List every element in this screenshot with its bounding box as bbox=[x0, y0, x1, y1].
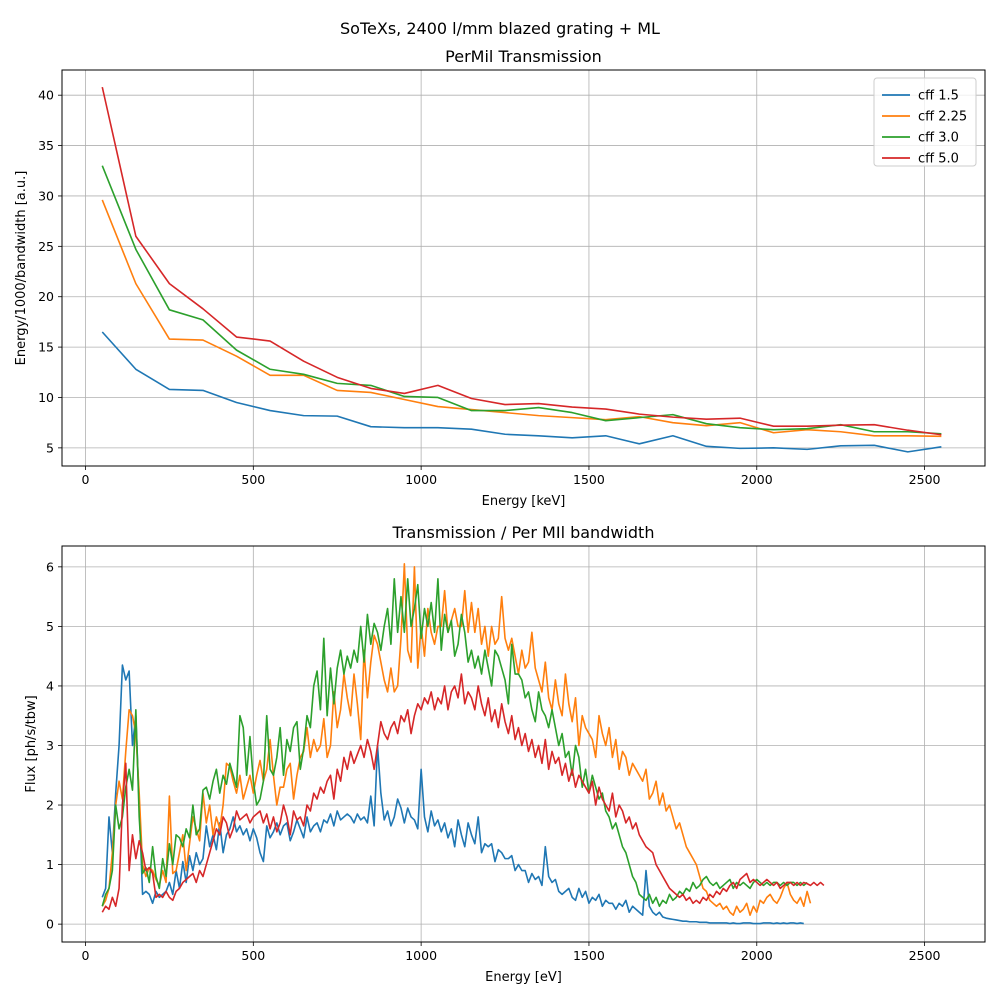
x-tick-label: 500 bbox=[241, 472, 265, 487]
x-tick-label: 0 bbox=[82, 948, 90, 963]
x-tick-label: 1000 bbox=[405, 948, 437, 963]
top-axes: 0 500 1000 1500 2000 2500 5 10 15 20 25 30 35 40 PerMi… bbox=[14, 47, 986, 509]
series-line-cff-3-0 bbox=[101, 577, 808, 908]
series-line-cff-1-5 bbox=[101, 331, 942, 453]
x-tick-label: 500 bbox=[241, 948, 265, 963]
series-line-cff-5-0 bbox=[101, 673, 825, 913]
legend-label: cff 2.25 bbox=[918, 110, 967, 125]
x-tick-label: 0 bbox=[82, 472, 90, 487]
legend: cff 1.5 cff 2.25 cff 3.0 cff 5.0 bbox=[873, 77, 977, 167]
series-line-cff-5-0 bbox=[101, 86, 942, 436]
bottom-axes: 0 500 1000 1500 2000 2500 0 1 2 3 4 5 6 Transmission … bbox=[24, 523, 986, 985]
axes-frame bbox=[61, 545, 986, 943]
y-tick-label: 35 bbox=[38, 138, 54, 153]
y-tick-label: 1 bbox=[46, 857, 54, 872]
y-tick-label: 15 bbox=[38, 340, 54, 355]
series-line-cff-2-25 bbox=[101, 563, 812, 917]
y-tick-label: 2 bbox=[46, 798, 54, 813]
axes-title: Transmission / Per MIl bandwidth bbox=[392, 523, 655, 542]
axes-title: PerMil Transmission bbox=[445, 47, 602, 66]
legend-label: cff 1.5 bbox=[918, 89, 959, 104]
y-axis-label: Flux [ph/s/tbw] bbox=[24, 695, 39, 792]
y-tick-label: 10 bbox=[38, 390, 54, 405]
x-tick-label: 2500 bbox=[909, 948, 941, 963]
axes-frame bbox=[61, 69, 986, 467]
series-line-cff-2-25 bbox=[101, 199, 942, 438]
y-tick-label: 20 bbox=[38, 289, 54, 304]
x-tick-label: 1500 bbox=[573, 472, 605, 487]
x-axis-label: Energy [eV] bbox=[485, 970, 562, 985]
y-tick-label: 5 bbox=[46, 440, 54, 455]
x-tick-label: 1500 bbox=[573, 948, 605, 963]
figure-suptitle: SoTeXs, 2400 l/mm blazed grating + ML bbox=[340, 19, 660, 38]
y-tick-label: 30 bbox=[38, 188, 54, 203]
y-tick-label: 40 bbox=[38, 88, 54, 103]
x-tick-label: 2500 bbox=[909, 472, 941, 487]
y-tick-label: 0 bbox=[46, 917, 54, 932]
y-axis-label: Energy/1000/bandwidth [a.u.] bbox=[14, 171, 29, 366]
y-tick-label: 5 bbox=[46, 619, 54, 634]
series-lines bbox=[101, 86, 942, 453]
legend-label: cff 5.0 bbox=[918, 152, 959, 167]
legend-label: cff 3.0 bbox=[918, 131, 959, 146]
series-lines bbox=[101, 563, 825, 925]
x-tick-label: 2000 bbox=[741, 948, 773, 963]
y-tick-label: 4 bbox=[46, 678, 54, 693]
y-tick-label: 25 bbox=[38, 239, 54, 254]
x-tick-label: 2000 bbox=[741, 472, 773, 487]
series-line-cff-3-0 bbox=[101, 165, 942, 435]
legend-box bbox=[873, 77, 977, 167]
grid bbox=[62, 546, 985, 942]
y-tick-label: 6 bbox=[46, 559, 54, 574]
series-line-cff-1-5 bbox=[101, 664, 804, 925]
x-tick-label: 1000 bbox=[405, 472, 437, 487]
grid bbox=[62, 70, 985, 466]
x-axis-label: Energy [keV] bbox=[482, 494, 566, 509]
y-tick-label: 3 bbox=[46, 738, 54, 753]
